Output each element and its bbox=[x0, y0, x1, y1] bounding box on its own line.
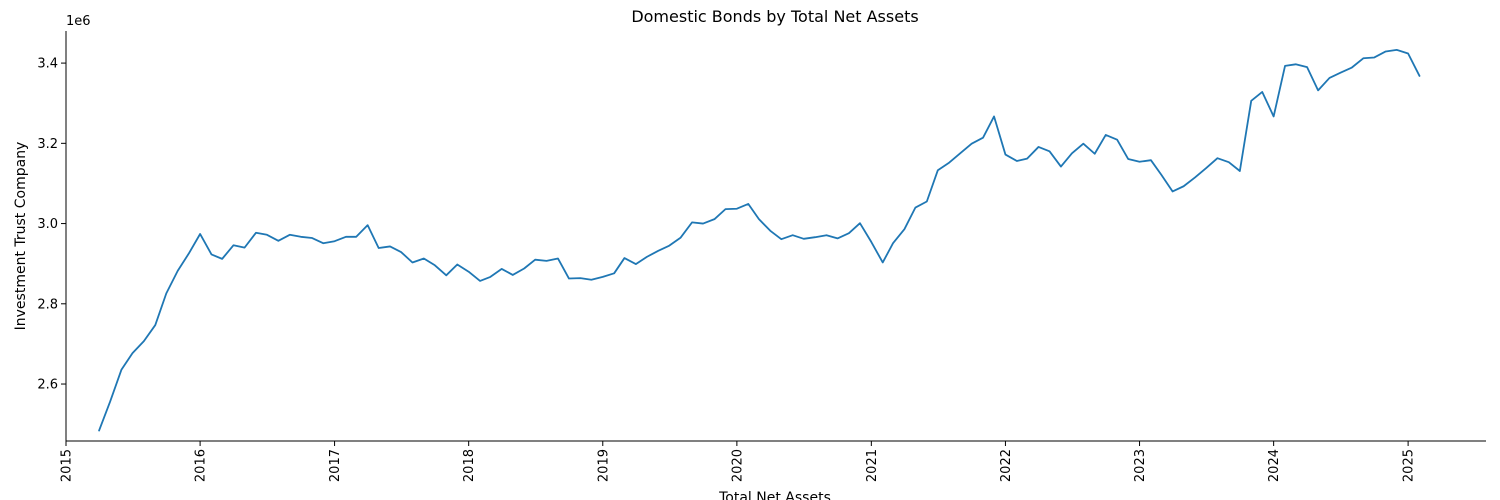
x-tick-label: 2018 bbox=[462, 449, 477, 482]
x-tick-label: 2016 bbox=[194, 449, 209, 482]
x-tick-label: 2024 bbox=[1267, 449, 1282, 482]
x-tick-label: 2023 bbox=[1133, 449, 1148, 482]
y-axis-label: Investment Trust Company bbox=[13, 142, 29, 331]
x-tick-label: 2019 bbox=[596, 449, 611, 482]
x-tick-label: 2025 bbox=[1402, 449, 1417, 482]
x-tick-label: 2021 bbox=[865, 449, 880, 482]
x-tick-label: 2015 bbox=[60, 449, 75, 482]
x-tick-label: 2017 bbox=[328, 449, 343, 482]
y-offset-label: 1e6 bbox=[66, 14, 91, 29]
y-tick-label: 2.6 bbox=[37, 378, 58, 393]
x-tick-label: 2022 bbox=[999, 449, 1014, 482]
x-axis-label: Total Net Assets bbox=[718, 490, 831, 500]
y-axis: 2.6 2.8 3.0 3.2 3.4 bbox=[37, 57, 66, 393]
series-layer bbox=[98, 48, 1421, 432]
y-tick-label: 2.8 bbox=[37, 297, 58, 312]
y-tick-label: 3.0 bbox=[37, 217, 58, 232]
x-tick-label: 2020 bbox=[730, 449, 745, 482]
y-tick-label: 3.2 bbox=[37, 137, 58, 152]
y-tick-label: 3.4 bbox=[37, 57, 58, 72]
chart-title: Domestic Bonds by Total Net Assets bbox=[631, 7, 918, 26]
series-line bbox=[98, 48, 1421, 432]
x-axis: 2015 2016 2017 2018 2019 2020 2021 2022 2023 2024… bbox=[60, 441, 1417, 482]
